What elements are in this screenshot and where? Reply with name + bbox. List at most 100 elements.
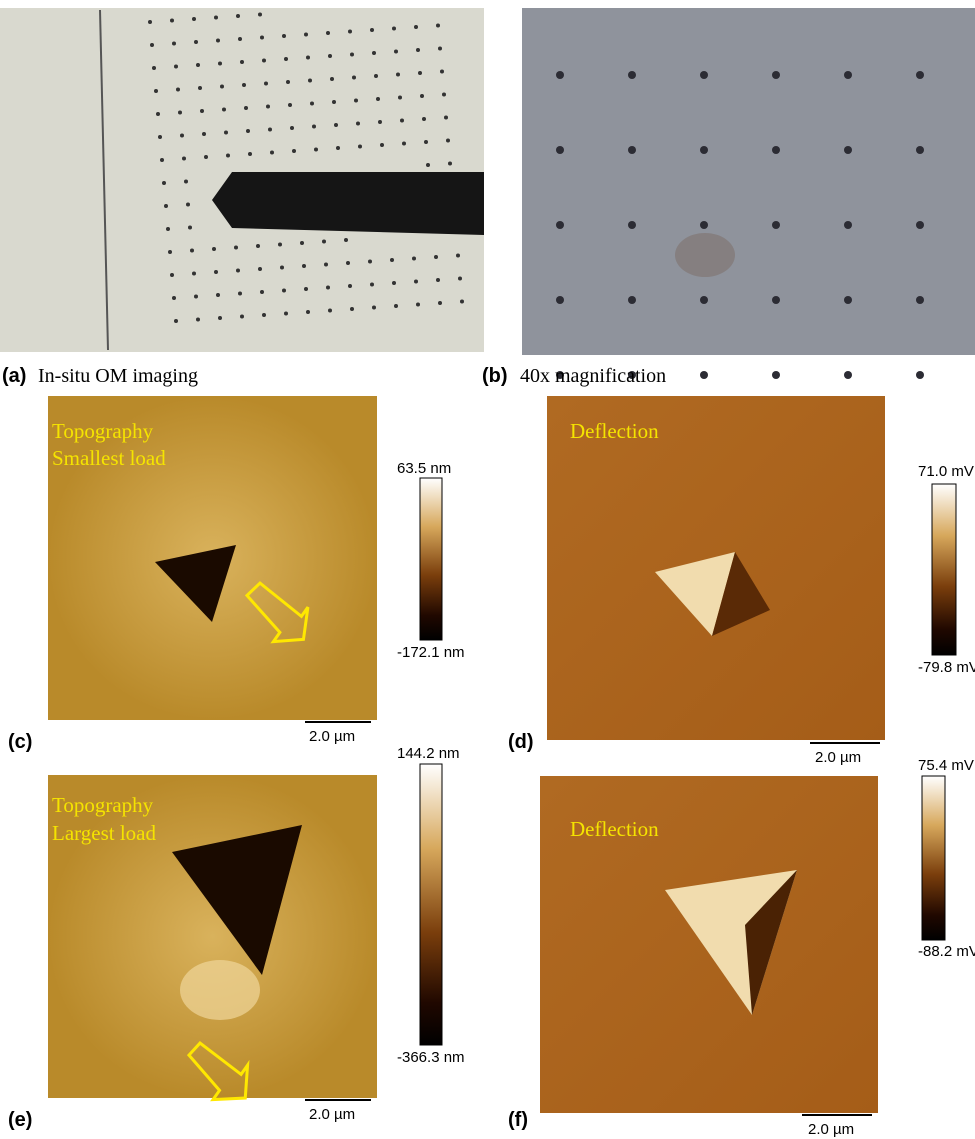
surface-features — [148, 12, 924, 379]
indent-dot — [844, 221, 852, 229]
indent-dot — [306, 55, 310, 60]
scale-bar-label: 2.0 µm — [309, 728, 355, 745]
indent-dot — [300, 241, 304, 245]
indent-dot — [344, 238, 348, 242]
images — [0, 8, 975, 1113]
indent-dot — [238, 37, 242, 41]
indent-dot — [326, 285, 330, 290]
indent-dot — [334, 123, 338, 127]
indent-dot — [260, 290, 264, 294]
indent-dot — [188, 225, 192, 230]
indent-dot — [916, 221, 924, 229]
indent-dot — [266, 104, 270, 109]
panel-label: (a) — [2, 365, 26, 387]
colorbar-max: 71.0 mV — [918, 463, 974, 480]
indent-dot — [194, 294, 198, 299]
indent-dot — [282, 34, 286, 38]
indent-dot — [190, 248, 194, 253]
indent-dot — [218, 316, 222, 320]
indent-dot — [192, 17, 196, 21]
indent-dot — [378, 120, 382, 124]
indent-dot — [628, 296, 636, 304]
indent-dot — [262, 313, 266, 317]
indent-dot — [192, 271, 196, 276]
indent-dot — [174, 319, 178, 323]
indent-dot — [916, 146, 924, 154]
indent-dot — [256, 244, 260, 248]
indent-dot — [412, 256, 416, 261]
indent-dot — [156, 112, 160, 116]
indent-dot — [284, 311, 288, 316]
indent-dot — [700, 296, 708, 304]
indent-dot — [186, 202, 190, 207]
indent-dot — [178, 110, 182, 115]
indent-dot — [150, 43, 154, 47]
indent-dot — [394, 49, 398, 54]
indent-dot — [204, 155, 208, 159]
indent-dot — [426, 163, 430, 167]
indent-dot — [262, 58, 266, 63]
indent-dot — [166, 227, 170, 231]
scale-bar-label: 2.0 µm — [808, 1121, 854, 1138]
panel-label: (f) — [508, 1109, 528, 1131]
indent-dot — [916, 296, 924, 304]
indent-dot — [158, 135, 162, 139]
overlay-text: Topography — [52, 419, 154, 443]
indent-dot — [200, 109, 204, 113]
colorbar-max: 144.2 nm — [397, 745, 460, 762]
indent-dot — [460, 299, 464, 304]
indent-dot — [172, 41, 176, 46]
indent-dot — [164, 204, 168, 208]
indent-dot — [196, 317, 200, 322]
indent-dot — [374, 74, 378, 78]
indent-dot — [372, 51, 376, 55]
colorbar — [419, 477, 443, 641]
indent-dot — [308, 78, 312, 83]
indent-dot — [416, 48, 420, 52]
indent-dot — [332, 100, 336, 104]
indent-dot — [152, 66, 156, 70]
indent-dot — [304, 32, 308, 37]
indent-dot — [458, 276, 462, 281]
indent-dot — [328, 308, 332, 313]
indent-dot — [292, 149, 296, 153]
indent-dot — [304, 287, 308, 291]
indent-dot — [226, 153, 230, 158]
indent-dot — [628, 371, 636, 379]
indent-dot — [290, 126, 294, 130]
indent-dot — [314, 147, 318, 152]
indent-dot — [844, 296, 852, 304]
indent-dot — [420, 94, 424, 98]
indent-dot — [326, 31, 330, 35]
pileup — [180, 960, 260, 1020]
indent-dot — [414, 279, 418, 284]
indent-dot — [380, 143, 384, 147]
indent-dot — [390, 258, 394, 262]
indent-dot — [400, 118, 404, 123]
indent-dot — [148, 20, 152, 24]
overlay-text: Smallest load — [52, 446, 166, 470]
indent-dot — [436, 278, 440, 282]
indent-dot — [280, 265, 284, 270]
indent-dot — [194, 40, 198, 44]
colorbar — [921, 775, 946, 941]
indent-dot — [438, 301, 442, 305]
indent-dot — [312, 124, 316, 129]
indent-shadow — [745, 870, 797, 1015]
indent-dot — [170, 273, 174, 277]
indent-dot — [258, 12, 262, 17]
indent-dot — [244, 106, 248, 110]
indent-dot — [352, 75, 356, 80]
indent-dot — [236, 14, 240, 18]
indent-dot — [370, 282, 374, 287]
indent-dot — [844, 146, 852, 154]
indent-dot — [916, 71, 924, 79]
indent-dot — [392, 26, 396, 31]
indent-dot — [172, 296, 176, 300]
indent-dot — [288, 103, 292, 107]
indent — [655, 552, 735, 636]
indent-dot — [350, 307, 354, 311]
overlay-text: Deflection — [570, 419, 659, 443]
indent-dot — [324, 262, 328, 267]
indent-dot — [350, 52, 354, 57]
